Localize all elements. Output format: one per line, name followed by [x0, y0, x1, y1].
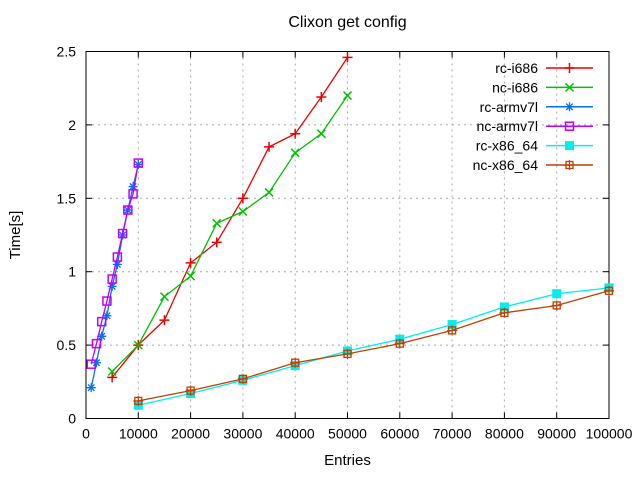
marker-square-plus	[134, 396, 143, 406]
legend-label-nc-x86_64: nc-x86_64	[473, 157, 539, 173]
x-tick-label: 100000	[586, 426, 633, 442]
series-line-nc-x86_64	[138, 290, 610, 402]
marker-square-plus	[186, 386, 195, 395]
marker-open-square	[123, 205, 133, 215]
x-tick-label: 40000	[276, 426, 315, 442]
marker-filled-square	[447, 320, 457, 330]
marker-asterisk	[97, 331, 107, 341]
marker-square-plus	[565, 160, 574, 170]
chart-title: Clixon get config	[288, 14, 407, 31]
marker-plus	[211, 237, 222, 248]
marker-plus	[290, 128, 301, 139]
marker-asterisk	[102, 311, 112, 321]
marker-cross	[107, 366, 117, 377]
marker-square-plus	[395, 339, 404, 348]
y-tick-label: 2	[68, 117, 76, 133]
marker-asterisk	[112, 259, 122, 269]
marker-asterisk	[86, 383, 96, 393]
x-tick-label: 50000	[328, 426, 367, 442]
y-tick-label: 0	[68, 411, 76, 427]
x-tick-label: 90000	[537, 426, 576, 442]
marker-cross	[133, 340, 143, 350]
legend-label-rc-armv7l: rc-armv7l	[480, 99, 538, 115]
marker-open-square	[107, 274, 117, 284]
marker-filled-square	[552, 289, 562, 299]
x-axis-label: Entries	[324, 452, 371, 469]
marker-cross	[212, 218, 222, 228]
legend-label-rc-i686: rc-i686	[495, 60, 538, 76]
y-axis-label: Time[s]	[7, 210, 24, 260]
marker-open-square	[128, 189, 138, 199]
legend-label-nc-i686: nc-i686	[492, 79, 538, 95]
marker-open-square	[102, 296, 112, 306]
marker-asterisk	[565, 102, 574, 112]
marker-filled-square	[565, 141, 574, 151]
marker-square-plus	[604, 286, 614, 295]
marker-open-square	[564, 121, 575, 131]
legend-label-nc-armv7l: nc-armv7l	[477, 118, 538, 134]
marker-open-square	[133, 158, 144, 168]
y-tick-label: 1	[68, 264, 76, 280]
marker-cross	[316, 129, 326, 139]
marker-filled-square	[499, 302, 509, 312]
marker-plus	[316, 92, 327, 103]
marker-square-plus	[291, 358, 300, 367]
marker-square-plus	[552, 301, 561, 310]
marker-plus	[264, 141, 275, 152]
marker-cross	[186, 271, 196, 281]
marker-open-square	[91, 338, 102, 349]
marker-cross	[264, 187, 274, 197]
x-tick-label: 20000	[171, 426, 210, 442]
marker-open-square	[96, 316, 107, 327]
marker-asterisk	[107, 281, 117, 291]
marker-cross	[238, 206, 248, 217]
marker-square-plus	[500, 308, 509, 317]
y-tick-label: 0.5	[57, 337, 77, 353]
series-line-rc-x86_64	[138, 287, 610, 406]
marker-cross	[564, 82, 575, 92]
marker-cross	[159, 292, 169, 302]
x-tick-label: 0	[82, 426, 90, 442]
marker-plus	[159, 315, 170, 326]
marker-asterisk	[91, 358, 101, 368]
marker-square-plus	[238, 374, 248, 384]
series-line-rc-i686	[111, 57, 349, 378]
marker-asterisk	[128, 182, 138, 192]
marker-plus	[237, 193, 248, 204]
x-tick-label: 60000	[380, 426, 419, 442]
marker-open-square	[112, 252, 123, 262]
series-line-nc-armv7l	[90, 162, 139, 365]
marker-open-square	[117, 228, 128, 239]
x-tick-label: 80000	[485, 426, 524, 442]
legend-label-rc-x86_64: rc-x86_64	[476, 138, 538, 154]
marker-square-plus	[343, 349, 352, 359]
series-line-nc-i686	[111, 95, 349, 372]
y-tick-label: 1.5	[57, 190, 77, 206]
marker-square-plus	[447, 326, 457, 335]
marker-plus	[185, 257, 196, 268]
x-tick-label: 70000	[433, 426, 472, 442]
y-tick-label: 2.5	[57, 44, 77, 60]
marker-plus	[564, 63, 575, 73]
marker-plus	[342, 52, 353, 63]
x-tick-label: 10000	[119, 426, 158, 442]
marker-cross	[290, 148, 300, 158]
marker-plus	[107, 372, 118, 383]
marker-open-square	[86, 359, 96, 369]
x-tick-label: 30000	[223, 426, 262, 442]
marker-cross	[342, 91, 353, 101]
